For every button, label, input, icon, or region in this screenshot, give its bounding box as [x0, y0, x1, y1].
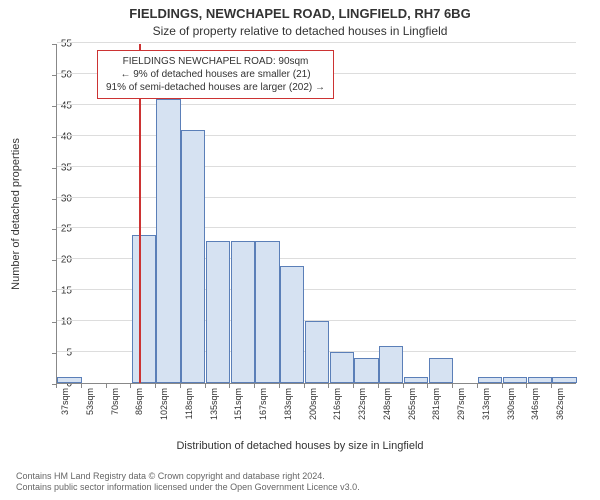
x-tick-label: 330sqm: [506, 388, 516, 432]
x-tick-label: 216sqm: [332, 388, 342, 432]
x-tick-mark: [353, 384, 354, 388]
x-tick-label: 183sqm: [283, 388, 293, 432]
chart-title-main: FIELDINGS, NEWCHAPEL ROAD, LINGFIELD, RH…: [0, 6, 600, 21]
grid-line: [57, 197, 576, 198]
footer: Contains HM Land Registry data © Crown c…: [16, 471, 584, 494]
grid-line: [57, 42, 576, 43]
x-tick-label: 281sqm: [431, 388, 441, 432]
x-tick-label: 37sqm: [60, 388, 70, 432]
footer-line-1: Contains HM Land Registry data © Crown c…: [16, 471, 584, 483]
grid-line: [57, 166, 576, 167]
x-tick-mark: [229, 384, 230, 388]
x-tick-label: 265sqm: [407, 388, 417, 432]
x-tick-mark: [477, 384, 478, 388]
histogram-bar: [156, 99, 180, 383]
x-tick-label: 102sqm: [159, 388, 169, 432]
histogram-bar: [478, 377, 502, 383]
x-tick-mark: [130, 384, 131, 388]
x-tick-label: 313sqm: [481, 388, 491, 432]
grid-line: [57, 135, 576, 136]
x-tick-mark: [304, 384, 305, 388]
grid-line: [57, 104, 576, 105]
x-tick-label: 151sqm: [233, 388, 243, 432]
x-tick-mark: [56, 384, 57, 388]
histogram-bar: [206, 241, 230, 383]
histogram-bar: [255, 241, 279, 383]
x-tick-mark: [155, 384, 156, 388]
histogram-bar: [132, 235, 156, 383]
histogram-bar: [404, 377, 428, 383]
x-tick-mark: [279, 384, 280, 388]
x-tick-label: 53sqm: [85, 388, 95, 432]
histogram-bar: [379, 346, 403, 383]
x-tick-mark: [106, 384, 107, 388]
x-tick-mark: [526, 384, 527, 388]
info-line-2: ← 9% of detached houses are smaller (21): [106, 68, 325, 81]
histogram-bar: [231, 241, 255, 383]
x-tick-mark: [427, 384, 428, 388]
chart-title-sub: Size of property relative to detached ho…: [0, 24, 600, 38]
x-tick-label: 232sqm: [357, 388, 367, 432]
x-tick-label: 200sqm: [308, 388, 318, 432]
x-tick-label: 118sqm: [184, 388, 194, 432]
x-tick-label: 135sqm: [209, 388, 219, 432]
x-tick-mark: [328, 384, 329, 388]
x-tick-mark: [551, 384, 552, 388]
x-tick-label: 297sqm: [456, 388, 466, 432]
x-tick-label: 70sqm: [110, 388, 120, 432]
x-tick-label: 248sqm: [382, 388, 392, 432]
histogram-bar: [181, 130, 205, 383]
histogram-bar: [280, 266, 304, 383]
x-tick-mark: [403, 384, 404, 388]
histogram-bar: [429, 358, 453, 383]
footer-line-2: Contains public sector information licen…: [16, 482, 584, 494]
x-tick-label: 346sqm: [530, 388, 540, 432]
x-tick-mark: [81, 384, 82, 388]
info-box: FIELDINGS NEWCHAPEL ROAD: 90sqm ← 9% of …: [97, 50, 334, 99]
x-axis-label: Distribution of detached houses by size …: [0, 440, 600, 452]
x-tick-mark: [254, 384, 255, 388]
histogram-bar: [57, 377, 81, 383]
plot-area: FIELDINGS NEWCHAPEL ROAD: 90sqm ← 9% of …: [56, 44, 576, 384]
x-tick-mark: [452, 384, 453, 388]
histogram-bar: [528, 377, 552, 383]
chart-container: FIELDINGS, NEWCHAPEL ROAD, LINGFIELD, RH…: [0, 0, 600, 500]
histogram-bar: [330, 352, 354, 383]
histogram-bar: [354, 358, 378, 383]
x-tick-mark: [502, 384, 503, 388]
info-line-3: 91% of semi-detached houses are larger (…: [106, 81, 325, 94]
histogram-bar: [503, 377, 527, 383]
histogram-bar: [305, 321, 329, 383]
x-tick-mark: [378, 384, 379, 388]
x-tick-label: 362sqm: [555, 388, 565, 432]
info-line-1: FIELDINGS NEWCHAPEL ROAD: 90sqm: [106, 55, 325, 68]
x-tick-mark: [180, 384, 181, 388]
histogram-bar: [552, 377, 576, 383]
y-axis-label: Number of detached properties: [10, 138, 22, 290]
x-tick-mark: [205, 384, 206, 388]
x-tick-label: 86sqm: [134, 388, 144, 432]
x-tick-label: 167sqm: [258, 388, 268, 432]
grid-line: [57, 227, 576, 228]
